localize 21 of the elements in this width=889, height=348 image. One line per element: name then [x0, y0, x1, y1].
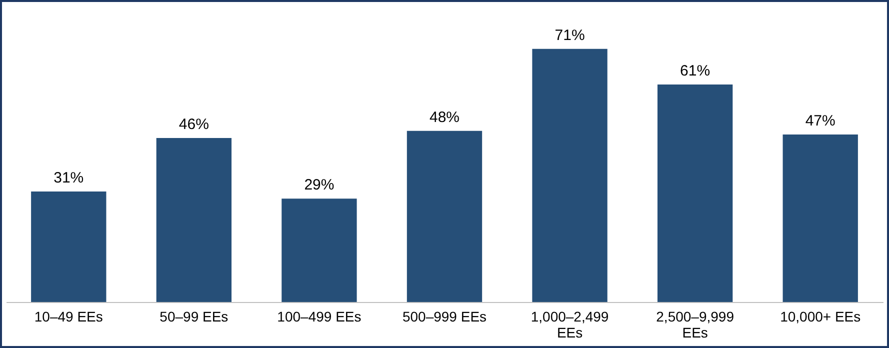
x-tick-label: 10,000+ EEs [780, 308, 861, 324]
bar [532, 48, 608, 302]
bar [782, 134, 858, 302]
data-label: 47% [805, 112, 836, 130]
data-label: 48% [429, 108, 460, 126]
x-tick-label: 2,500–9,999 EEs [656, 308, 734, 340]
x-tick-label: 500–999 EEs [402, 308, 487, 324]
bar [406, 130, 482, 302]
x-tick-label: 1,000–2,499 EEs [530, 308, 609, 340]
x-tick-label: 50–99 EEs [160, 308, 228, 324]
bar [156, 138, 232, 302]
data-label: 29% [304, 176, 334, 194]
bar [657, 84, 733, 302]
data-label: 71% [554, 26, 585, 44]
x-tick-label: 10–49 EEs [34, 308, 103, 324]
data-label: 61% [680, 62, 710, 80]
data-label: 46% [178, 116, 209, 134]
bar [282, 198, 357, 302]
data-label: 31% [54, 169, 84, 186]
x-tick-label: 100–499 EEs [277, 308, 362, 324]
bar [31, 191, 106, 302]
